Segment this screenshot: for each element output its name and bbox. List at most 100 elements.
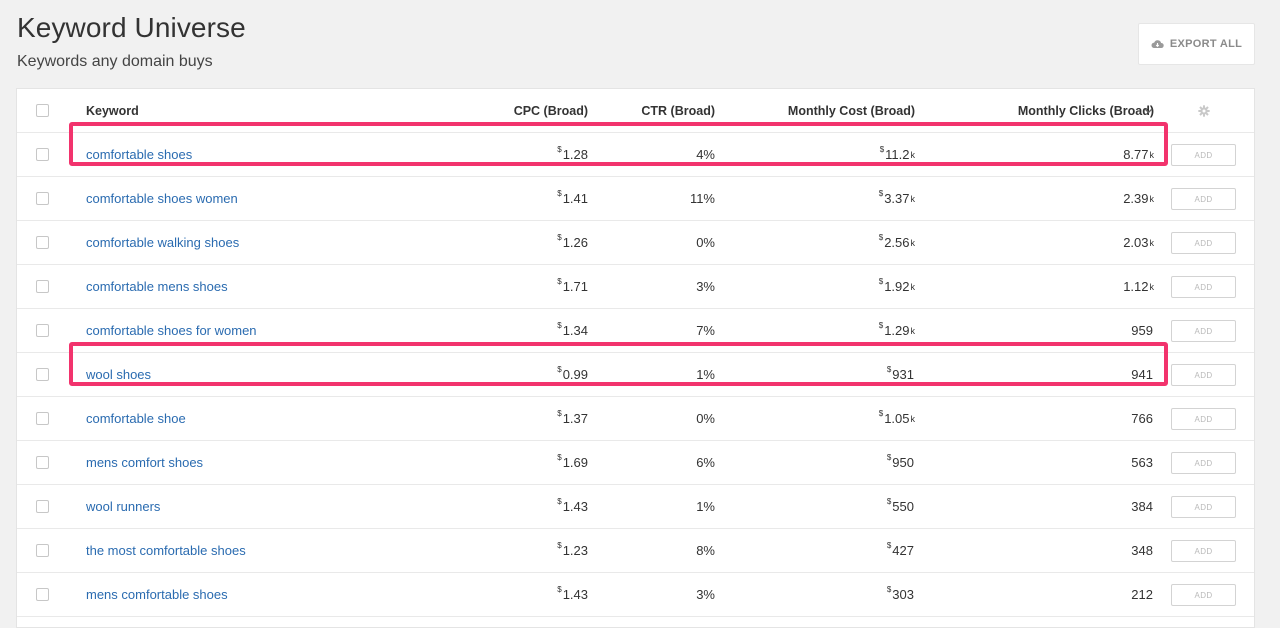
- keyword-link[interactable]: comfortable shoes: [86, 147, 193, 162]
- row-checkbox[interactable]: [36, 544, 49, 557]
- add-keyword-button[interactable]: ADD: [1171, 188, 1236, 210]
- keyword-link[interactable]: mens comfortable shoes: [86, 587, 228, 602]
- ctr-value: 7%: [696, 323, 715, 338]
- monthly-clicks-value: 2.03 k: [1123, 235, 1154, 250]
- table-row: mens comfort shoes $1.69 6% $950 563 ADD: [17, 441, 1254, 485]
- monthly-clicks-value: 563: [1131, 455, 1153, 470]
- monthly-clicks-value: 348: [1131, 543, 1153, 558]
- add-keyword-button[interactable]: ADD: [1171, 452, 1236, 474]
- currency-symbol: $: [557, 541, 562, 550]
- column-header-ctr[interactable]: CTR (Broad): [641, 103, 715, 118]
- keyword-link[interactable]: mens comfort shoes: [86, 455, 204, 470]
- row-checkbox[interactable]: [36, 588, 49, 601]
- export-all-button[interactable]: EXPORT ALL: [1138, 23, 1255, 65]
- table-row: mens comfortable shoes $1.43 3% $303 212 ADD: [17, 573, 1254, 617]
- table-row: comfortable shoes women $1.41 11% $3.37 k 2.3…: [17, 177, 1254, 221]
- export-all-label: EXPORT ALL: [1169, 38, 1243, 50]
- currency-symbol: $: [878, 189, 884, 198]
- monthly-cost-value: $303: [886, 585, 914, 602]
- cpc-value: $1.26: [557, 233, 588, 250]
- column-header-cpc[interactable]: CPC (Broad): [513, 103, 588, 118]
- keyword-link[interactable]: the most comfortable shoes: [86, 543, 246, 558]
- page-title: Keyword Universe: [17, 12, 246, 43]
- row-checkbox[interactable]: [36, 324, 49, 337]
- currency-symbol: $: [557, 145, 562, 154]
- cpc-value: $1.34: [557, 321, 588, 338]
- keyword-link[interactable]: comfortable shoes for women: [86, 323, 257, 338]
- monthly-cost-value: $3.37 k: [878, 189, 915, 206]
- table-row: wool shoes $0.99 1% $931 941 ADD: [17, 353, 1254, 397]
- currency-symbol: $: [878, 321, 884, 330]
- column-header-keyword[interactable]: Keyword: [86, 103, 139, 118]
- currency-symbol: $: [886, 497, 892, 506]
- add-keyword-button[interactable]: ADD: [1171, 584, 1236, 606]
- currency-symbol: $: [557, 277, 562, 286]
- monthly-cost-value: $1.05 k: [878, 409, 915, 426]
- row-checkbox[interactable]: [36, 280, 49, 293]
- monthly-cost-value: $550: [886, 497, 914, 514]
- monthly-clicks-value: 1.12 k: [1123, 279, 1154, 294]
- ctr-value: 11%: [689, 191, 715, 206]
- keyword-link[interactable]: comfortable walking shoes: [86, 235, 240, 250]
- add-keyword-button[interactable]: ADD: [1171, 408, 1236, 430]
- gear-icon[interactable]: [1198, 104, 1210, 122]
- currency-symbol: $: [886, 541, 892, 550]
- add-keyword-button[interactable]: ADD: [1171, 144, 1236, 166]
- monthly-clicks-value: 959: [1131, 323, 1153, 338]
- column-header-monthly-clicks[interactable]: Monthly Clicks (Broad): [1017, 103, 1154, 118]
- row-checkbox[interactable]: [36, 192, 49, 205]
- ctr-value: 0%: [696, 411, 715, 426]
- currency-symbol: $: [557, 497, 562, 506]
- currency-symbol: $: [557, 365, 562, 374]
- table-row: comfortable shoes $1.28 4% $11.2 k 8.77 k ADD: [17, 133, 1254, 177]
- add-keyword-button[interactable]: ADD: [1171, 276, 1236, 298]
- add-keyword-button[interactable]: ADD: [1171, 496, 1236, 518]
- row-checkbox[interactable]: [36, 148, 49, 161]
- monthly-clicks-value: 941: [1131, 367, 1153, 382]
- currency-symbol: $: [878, 277, 884, 286]
- chevron-down-icon[interactable]: [1144, 89, 1153, 132]
- monthly-clicks-value: 2.39 k: [1123, 191, 1154, 206]
- keyword-link[interactable]: comfortable mens shoes: [86, 279, 228, 294]
- currency-symbol: $: [886, 453, 892, 462]
- table-row: wool runners $1.43 1% $550 384 ADD: [17, 485, 1254, 529]
- column-header-monthly-cost[interactable]: Monthly Cost (Broad): [787, 103, 915, 118]
- cpc-value: $1.41: [557, 189, 588, 206]
- add-keyword-button[interactable]: ADD: [1171, 540, 1236, 562]
- currency-symbol: $: [886, 585, 892, 594]
- keyword-table: Keyword CPC (Broad) CTR (Broad) Monthly …: [16, 88, 1255, 628]
- cpc-value: $1.69: [557, 453, 588, 470]
- cpc-value: $1.43: [557, 497, 588, 514]
- cpc-value: $1.28: [557, 145, 588, 162]
- cpc-value: $0.99: [557, 365, 588, 382]
- row-checkbox[interactable]: [36, 412, 49, 425]
- row-checkbox[interactable]: [36, 368, 49, 381]
- monthly-cost-value: $1.92 k: [878, 277, 915, 294]
- table-row: comfortable shoes for women $1.34 7% $1.29 k…: [17, 309, 1254, 353]
- ctr-value: 6%: [696, 455, 715, 470]
- ctr-value: 1%: [696, 499, 715, 514]
- row-checkbox[interactable]: [36, 236, 49, 249]
- row-checkbox[interactable]: [36, 456, 49, 469]
- cpc-value: $1.43: [557, 585, 588, 602]
- keyword-link[interactable]: comfortable shoes women: [86, 191, 238, 206]
- row-checkbox[interactable]: [36, 500, 49, 513]
- cpc-value: $1.23: [557, 541, 588, 558]
- table-row: the most comfortable shoes $1.23 8% $427 348…: [17, 529, 1254, 573]
- table-row: comfortable walking shoes $1.26 0% $2.56 k 2.…: [17, 221, 1254, 265]
- add-keyword-button[interactable]: ADD: [1171, 232, 1236, 254]
- page-subtitle: Keywords any domain buys: [17, 53, 213, 70]
- ctr-value: 3%: [696, 587, 715, 602]
- currency-symbol: $: [878, 409, 884, 418]
- select-all-checkbox[interactable]: [36, 104, 49, 117]
- add-keyword-button[interactable]: ADD: [1171, 364, 1236, 386]
- cloud-download-icon: [1151, 39, 1164, 49]
- cpc-value: $1.71: [557, 277, 588, 294]
- add-keyword-button[interactable]: ADD: [1171, 320, 1236, 342]
- keyword-link[interactable]: wool runners: [86, 499, 161, 514]
- ctr-value: 0%: [696, 235, 715, 250]
- keyword-link[interactable]: comfortable shoe: [86, 411, 186, 426]
- keyword-link[interactable]: wool shoes: [86, 367, 152, 382]
- ctr-value: 8%: [696, 543, 715, 558]
- ctr-value: 3%: [696, 279, 715, 294]
